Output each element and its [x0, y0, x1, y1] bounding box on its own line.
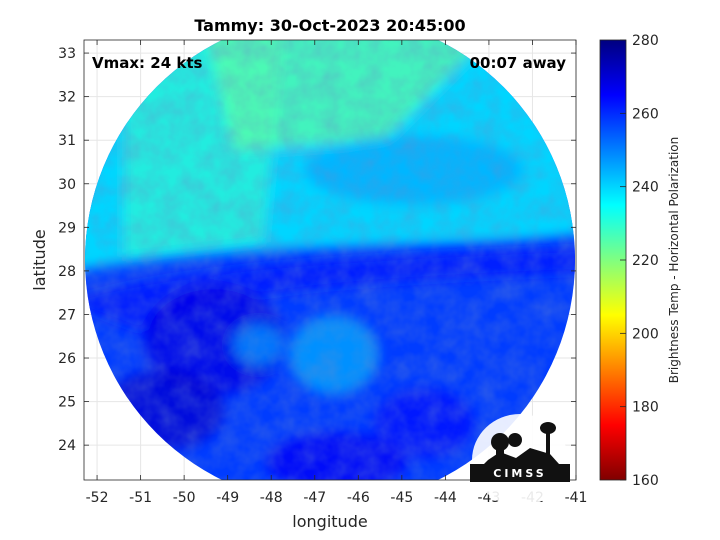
colorbar-tick-label: 160 [632, 473, 659, 489]
y-tick-label: 27 [58, 307, 76, 323]
chart-title: Tammy: 30-Oct-2023 20:45:00 [194, 16, 465, 35]
cimss-logo: CIMSS [470, 414, 570, 506]
y-axis-title: latitude [30, 229, 49, 290]
y-tick-label: 29 [58, 220, 76, 236]
x-axis-title: longitude [292, 512, 367, 531]
colorbar-tick-label: 220 [632, 253, 659, 269]
vmax-annotation: Vmax: 24 kts [92, 54, 202, 72]
colorbar: 160 180 200 220 240 260 280 Brightness Temp - … [599, 33, 681, 489]
y-tick-label: 24 [58, 438, 76, 454]
colorbar-tick-label: 280 [632, 33, 659, 49]
x-tick-label: -51 [129, 490, 152, 506]
axes-box [83, 39, 577, 481]
logo-text: CIMSS [493, 467, 546, 480]
x-tick-label: -45 [390, 490, 413, 506]
y-axis: 24 25 26 27 28 29 30 31 32 33 [58, 46, 576, 454]
y-tick-label: 33 [58, 46, 76, 62]
x-tick-label: -46 [347, 490, 370, 506]
x-tick-label: -41 [565, 490, 588, 506]
field-texture [85, 40, 575, 480]
x-tick-label: -52 [86, 490, 109, 506]
swath-field [85, 40, 575, 480]
x-tick-label: -44 [434, 490, 457, 506]
x-tick-label: -47 [303, 490, 326, 506]
y-tick-label: 26 [58, 351, 76, 367]
y-tick-label: 30 [58, 177, 76, 193]
time-away-annotation: 00:07 away [470, 54, 567, 72]
colorbar-label: Brightness Temp - Horizontal Polarizatio… [667, 137, 681, 384]
x-tick-label: -48 [260, 490, 283, 506]
colorbar-tick-label: 240 [632, 180, 659, 196]
y-tick-label: 31 [58, 133, 76, 149]
colorbar-tick-label: 200 [632, 326, 659, 342]
y-tick-label: 25 [58, 395, 76, 411]
y-tick-label: 32 [58, 90, 76, 106]
y-tick-label: 28 [58, 264, 76, 280]
x-tick-label: -49 [216, 490, 239, 506]
x-tick-label: -50 [173, 490, 196, 506]
colorbar-tick-label: 180 [632, 400, 659, 416]
colorbar-tick-label: 260 [632, 106, 659, 122]
